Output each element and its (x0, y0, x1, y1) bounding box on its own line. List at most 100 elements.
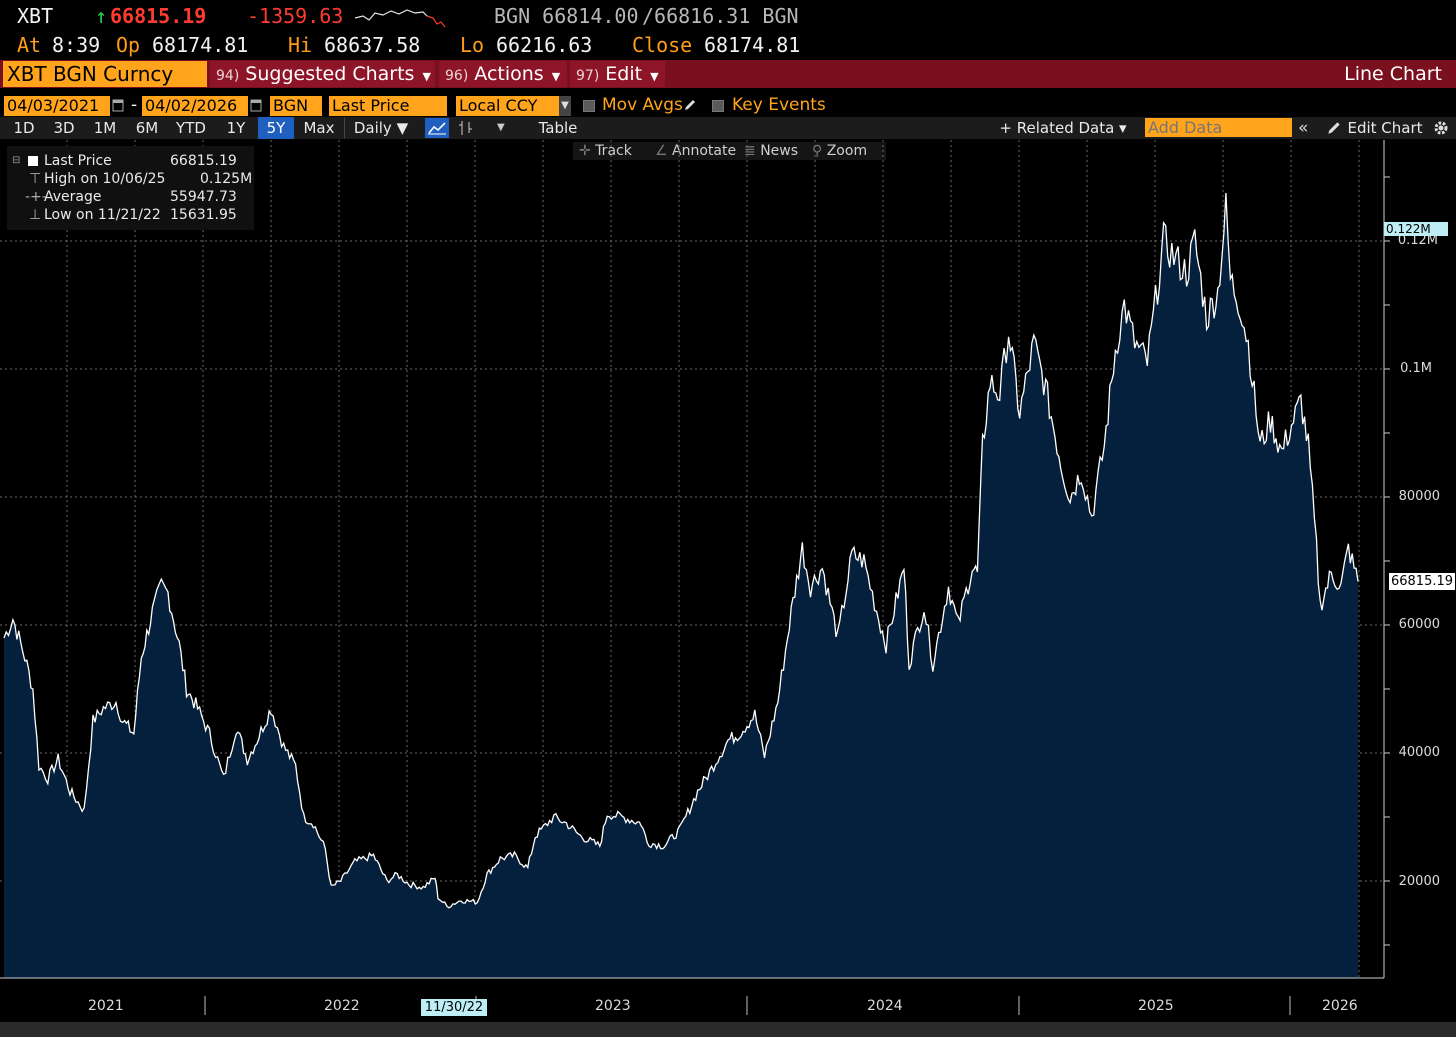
close-label: Close (632, 33, 693, 57)
mov-avgs-label[interactable]: Mov Avgs (602, 95, 683, 115)
price-line (3, 192, 1359, 909)
calendar-icon[interactable] (112, 98, 124, 112)
range-6m-button[interactable]: 6M (135, 119, 159, 137)
periodicity-select[interactable]: Daily ▼ (344, 117, 417, 139)
pencil-icon[interactable] (683, 98, 697, 112)
crosshair-icon: ✛ (579, 143, 596, 159)
mov-avgs-checkbox[interactable] (583, 100, 595, 112)
quote-stats: At 8:39 Op 68174.81 Hi 68637.58 Lo 66216… (0, 33, 1456, 61)
average-marker-icon: -+- (25, 189, 47, 205)
edit-chart-button[interactable]: Edit Chart (1347, 119, 1423, 137)
ask-price: /66816.31 BGN (642, 4, 799, 28)
currency-select[interactable]: Local CCY (456, 96, 559, 116)
low-marker-icon: ⊥ (29, 207, 42, 223)
news-tool[interactable]: ≣ News (738, 142, 812, 160)
up-arrow-icon: ↑ (95, 4, 108, 28)
edit-number: 97) (576, 68, 600, 84)
pricing-source-field[interactable]: BGN (270, 96, 322, 116)
caret-down-icon: ▼ (650, 70, 659, 83)
high-label: Hi (288, 33, 313, 57)
x-tick-label: 2023 (595, 998, 631, 1014)
ticker-symbol: XBT (17, 4, 54, 28)
legend-last-value: 66815.19 (170, 153, 237, 169)
collapse-icon[interactable]: « (1298, 118, 1309, 138)
y-tick-label: 0.12M (1397, 233, 1438, 248)
news-label: News (760, 143, 799, 159)
range-1y-button[interactable]: 1Y (226, 119, 246, 137)
price-chart[interactable] (0, 140, 1456, 1020)
news-icon: ≣ (744, 143, 761, 159)
range-3d-button[interactable]: 3D (53, 119, 75, 137)
actions-button[interactable]: 96) Actions ▼ (439, 61, 567, 87)
chart-legend: ⊟ Last Price 66815.19 ⊤ High on 10/06/25… (7, 146, 254, 230)
open-label: Op (116, 33, 141, 57)
zoom-tool[interactable]: ⚲ Zoom (806, 142, 886, 160)
net-change: -1359.63 (247, 4, 344, 28)
low-value: 66216.63 (496, 33, 593, 57)
track-label: Track (595, 143, 632, 159)
legend-average-value: 55947.73 (170, 189, 237, 205)
suggested-charts-label: Suggested Charts (245, 63, 415, 85)
table-button[interactable]: Table (538, 119, 578, 137)
last-price: 66815.19 (110, 4, 207, 28)
range-max-button[interactable]: Max (303, 119, 335, 137)
series-swatch[interactable] (28, 156, 38, 166)
x-tick-label: 2021 (88, 998, 124, 1014)
open-value: 68174.81 (152, 33, 249, 57)
sparkline-icon (355, 9, 446, 28)
x-tick-label: 2022 (324, 998, 360, 1014)
cursor-date-tag: 11/30/22 (421, 999, 487, 1016)
at-time: 8:39 (52, 33, 101, 57)
last-price-tag: 66815.19 (1389, 573, 1455, 590)
track-tool[interactable]: ✛ Track (573, 142, 657, 160)
calendar-icon[interactable] (250, 98, 262, 112)
suggested-charts-button[interactable]: 94) Suggested Charts ▼ (210, 61, 435, 87)
collapse-legend-icon[interactable]: ⊟ (12, 155, 21, 166)
annotate-tool[interactable]: ∠ Annotate (649, 142, 745, 160)
quote-header: XBT ↑ 66815.19 -1359.63 BGN 66814.00 /66… (0, 4, 1456, 32)
y-tick-label: 80000 (1398, 489, 1440, 504)
annotate-label: Annotate (672, 143, 737, 159)
security-field[interactable]: XBT BGN Curncy (3, 61, 207, 87)
low-label: Lo (460, 33, 485, 57)
legend-high-label: High on 10/06/25 (44, 171, 166, 187)
actions-number: 96) (445, 68, 469, 84)
related-data-button[interactable]: + Related Data ▾ (999, 119, 1127, 137)
high-value: 68637.58 (324, 33, 421, 57)
pencil-icon[interactable] (1326, 120, 1342, 136)
price-area (4, 193, 1358, 978)
caret-down-icon: ▼ (551, 70, 561, 83)
legend-low-value: 15631.95 (170, 207, 237, 223)
key-events-label[interactable]: Key Events (732, 95, 826, 115)
chart-type-dropdown-icon[interactable]: ▼ (497, 122, 505, 133)
x-tick-label: 2024 (867, 998, 903, 1014)
edit-button[interactable]: 97) Edit ▼ (570, 61, 665, 87)
high-marker-icon: ⊤ (29, 171, 42, 187)
at-label: At (17, 33, 42, 57)
x-tick-label: 2026 (1322, 998, 1358, 1014)
range-ytd-button[interactable]: YTD (176, 119, 206, 137)
line-chart-type-icon[interactable] (425, 118, 449, 138)
gear-icon[interactable] (1432, 119, 1450, 137)
range-5y-button[interactable]: 5Y (258, 117, 294, 139)
close-value: 68174.81 (704, 33, 801, 57)
range-1d-button[interactable]: 1D (13, 119, 35, 137)
range-1m-button[interactable]: 1M (93, 119, 117, 137)
start-date-field[interactable]: 04/03/2021 (4, 96, 110, 116)
bar-chart-type-icon[interactable] (455, 118, 477, 138)
price-field-select[interactable]: Last Price (329, 96, 447, 116)
actions-label: Actions (474, 63, 544, 85)
add-data-input[interactable] (1145, 118, 1292, 137)
key-events-checkbox[interactable] (712, 100, 724, 112)
y-tick-label: 60000 (1398, 617, 1440, 632)
currency-dropdown-icon[interactable]: ▼ (559, 96, 571, 116)
status-strip (0, 1022, 1456, 1037)
y-tick-label: 0.1M (1400, 361, 1432, 376)
legend-low-label: Low on 11/21/22 (44, 207, 161, 223)
legend-last-label: Last Price (44, 153, 112, 169)
end-date-field[interactable]: 04/02/2026 (142, 96, 248, 116)
high-price-tag: 0.122M (1384, 222, 1448, 236)
chart-type-label: Line Chart (1344, 63, 1442, 85)
magnifier-icon: ⚲ (812, 143, 827, 159)
suggested-charts-number: 94) (216, 68, 240, 84)
